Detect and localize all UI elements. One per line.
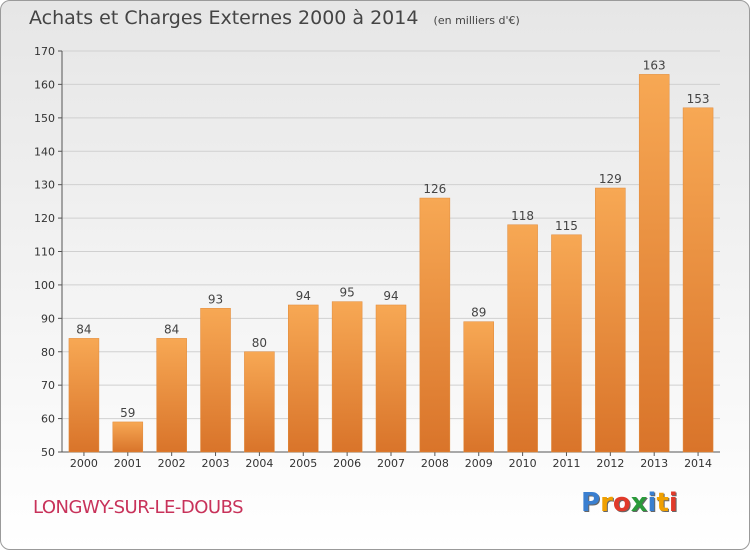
bar <box>375 304 407 453</box>
bar <box>331 301 363 453</box>
y-tick-label: 70 <box>41 379 55 392</box>
y-tick-label: 120 <box>34 212 55 225</box>
bar-value-label: 80 <box>252 336 267 350</box>
bar <box>156 338 187 453</box>
proxiti-logo: Proxiti <box>581 488 678 518</box>
bar-value-label: 95 <box>339 286 354 300</box>
x-tick-label: 2008 <box>421 457 449 470</box>
x-tick-label: 2003 <box>202 457 230 470</box>
y-tick-label: 130 <box>34 179 55 192</box>
bar <box>200 308 231 453</box>
bar <box>507 224 538 453</box>
y-tick-label: 60 <box>41 413 55 426</box>
bar-value-label: 89 <box>471 306 486 320</box>
x-tick-label: 2004 <box>245 457 273 470</box>
bar <box>419 197 451 453</box>
y-tick-label: 50 <box>41 446 55 459</box>
x-tick-label: 2009 <box>465 457 493 470</box>
bar-value-label: 118 <box>511 209 534 223</box>
bar <box>638 74 670 453</box>
bar <box>463 321 494 453</box>
bar-value-label: 115 <box>555 219 578 233</box>
bar <box>288 304 319 453</box>
bar <box>112 421 144 453</box>
logo-letter: P <box>581 488 601 518</box>
chart-title-block: Achats et Charges Externes 2000 à 2014 (… <box>29 7 520 29</box>
x-tick-label: 2012 <box>596 457 624 470</box>
x-tick-label: 2005 <box>289 457 317 470</box>
commune-name: LONGWY-SUR-LE-DOUBS <box>33 497 244 518</box>
x-tick-label: 2014 <box>684 457 712 470</box>
bar-value-label: 93 <box>208 292 223 306</box>
x-tick-label: 2007 <box>377 457 405 470</box>
bar-value-label: 84 <box>76 322 91 336</box>
logo-letter: x <box>630 488 648 518</box>
logo-letter: i <box>668 488 678 518</box>
logo-letter: r <box>600 488 613 518</box>
bar-value-label: 163 <box>643 58 666 72</box>
label-layer: 2000 84 2001 59 2002 84 2003 93 2004 80 2005 94 2006… <box>70 58 712 470</box>
y-tick-label: 80 <box>41 346 55 359</box>
bar-value-label: 153 <box>687 92 710 106</box>
y-tick-label: 170 <box>34 45 55 58</box>
y-tick-label: 110 <box>34 246 55 259</box>
x-tick-label: 2010 <box>509 457 537 470</box>
logo-letter: i <box>647 488 657 518</box>
x-tick-label: 2011 <box>552 457 580 470</box>
y-tick-label: 100 <box>34 279 55 292</box>
y-tick-label: 90 <box>41 312 55 325</box>
bar <box>244 351 275 453</box>
logo-letter: t <box>656 488 669 518</box>
bar <box>682 107 714 453</box>
unit-note: (en milliers d'€) <box>433 14 520 27</box>
bar-value-label: 84 <box>164 322 179 336</box>
bar <box>595 187 626 453</box>
y-tick-label: 140 <box>34 145 55 158</box>
bar-value-label: 94 <box>383 289 398 303</box>
bar <box>68 338 100 453</box>
bar-layer <box>68 74 714 453</box>
x-tick-label: 2001 <box>114 457 142 470</box>
chart-title: Achats et Charges Externes 2000 à 2014 <box>29 7 419 29</box>
y-tick-label: 160 <box>34 78 55 91</box>
x-tick-label: 2013 <box>640 457 668 470</box>
bar-value-label: 129 <box>599 172 622 186</box>
x-tick-label: 2006 <box>333 457 361 470</box>
bar-value-label: 59 <box>120 406 135 420</box>
bar <box>551 234 582 453</box>
logo-letter: o <box>612 488 631 518</box>
x-tick-label: 2002 <box>158 457 186 470</box>
y-tick-label: 150 <box>34 112 55 125</box>
x-tick-label: 2000 <box>70 457 98 470</box>
bar-value-label: 126 <box>423 182 446 196</box>
bar-value-label: 94 <box>296 289 311 303</box>
